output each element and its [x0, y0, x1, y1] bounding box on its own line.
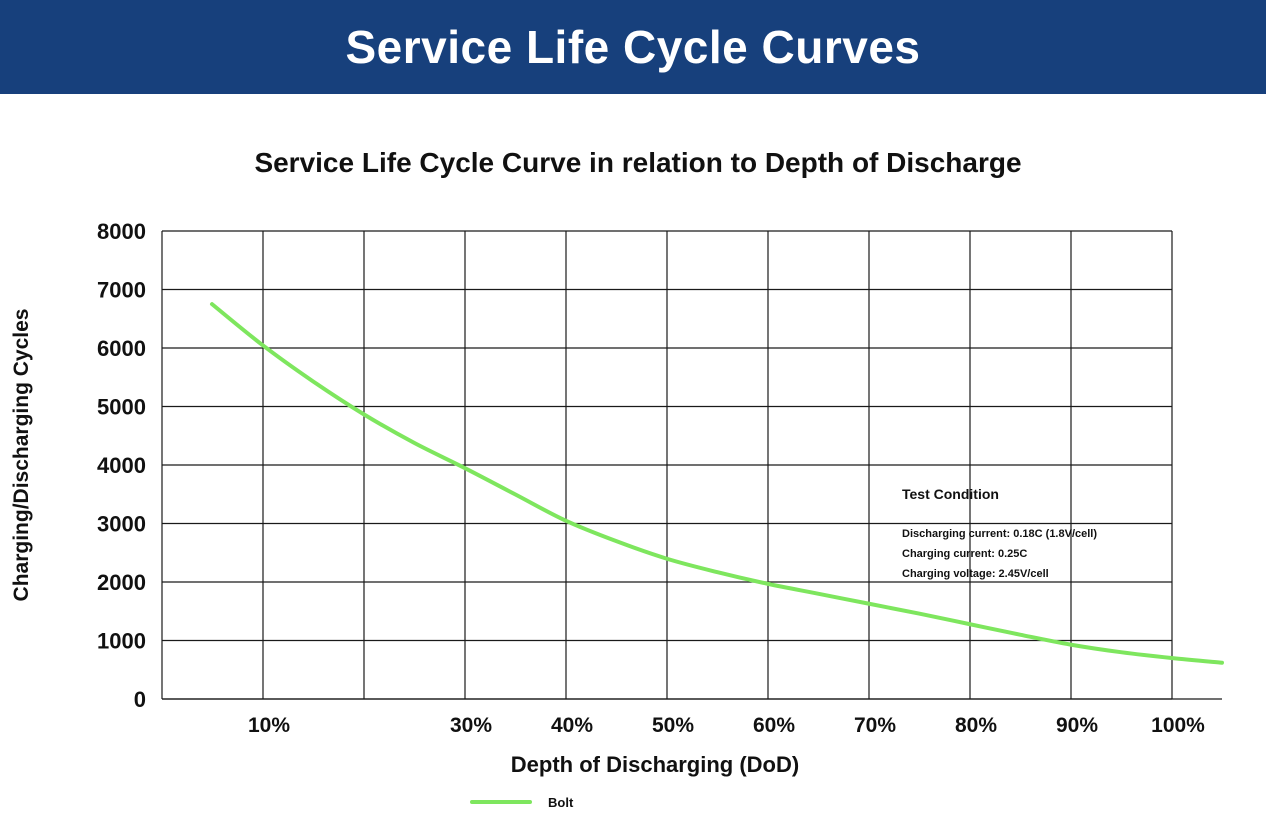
- axis-ticks: 0 1000 2000 3000 4000 5000 6000 7000 8000 10% 30% 4…: [97, 219, 1205, 737]
- test-condition-line: Charging voltage: 2.45V/cell: [902, 568, 1049, 580]
- x-tick-label: 80%: [955, 714, 997, 737]
- y-tick-label: 8000: [97, 219, 146, 244]
- y-tick-label: 1000: [97, 629, 146, 654]
- x-tick-label: 50%: [652, 714, 694, 737]
- y-tick-label: 3000: [97, 512, 146, 537]
- x-tick-label: 100%: [1151, 714, 1205, 737]
- x-tick-label: 70%: [854, 714, 896, 737]
- life-cycle-chart: Service Life Cycle Curve in relation to …: [10, 147, 1224, 810]
- series-lines: [210, 302, 1224, 665]
- page-title: Service Life Cycle Curves: [345, 21, 921, 73]
- x-tick-label: 10%: [248, 714, 290, 737]
- test-condition-annotation: Test Condition Discharging current: 0.18…: [902, 486, 1097, 580]
- y-tick-label: 4000: [97, 453, 146, 478]
- grid-lines: [161, 230, 1222, 700]
- x-tick-label: 30%: [450, 714, 492, 737]
- y-tick-label: 6000: [97, 336, 146, 361]
- test-condition-line: Discharging current: 0.18C (1.8V/cell): [902, 528, 1097, 540]
- y-tick-label: 7000: [97, 278, 146, 303]
- legend-label-bolt: Bolt: [548, 795, 574, 810]
- test-condition-title: Test Condition: [902, 486, 999, 502]
- y-tick-label: 0: [134, 687, 146, 712]
- chart-legend: Bolt: [470, 795, 574, 810]
- header-banner: Service Life Cycle Curves: [0, 0, 1266, 94]
- y-tick-label: 5000: [97, 395, 146, 420]
- y-axis-label: Charging/Discharging Cycles: [10, 309, 33, 602]
- y-tick-label: 2000: [97, 570, 146, 595]
- test-condition-line: Charging current: 0.25C: [902, 548, 1027, 560]
- x-tick-label: 60%: [753, 714, 795, 737]
- x-tick-label: 40%: [551, 714, 593, 737]
- chart-title: Service Life Cycle Curve in relation to …: [254, 147, 1021, 178]
- x-axis-label: Depth of Discharging (DoD): [511, 752, 799, 777]
- x-tick-label: 90%: [1056, 714, 1098, 737]
- series-line-bolt: [210, 302, 1224, 665]
